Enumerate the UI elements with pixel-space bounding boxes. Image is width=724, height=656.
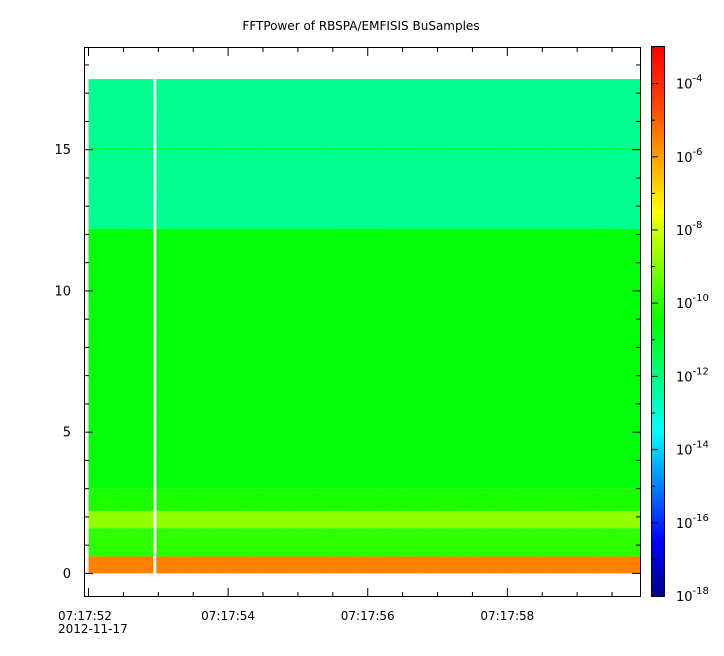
colorbar-tick-base: 10: [676, 590, 693, 605]
x-tick-label: 07:17:58: [480, 609, 534, 623]
colorbar-tick-exponent: -10: [693, 293, 709, 304]
colorbar-tick-label: 10-10: [676, 293, 709, 312]
spectrogram-noise: [88, 79, 641, 574]
plot-area: [88, 79, 645, 574]
colorbar-tick-label: 10-6: [676, 147, 703, 166]
colorbar-tick-base: 10: [676, 151, 693, 166]
data-gap: [153, 79, 157, 574]
x-tick-label: 07:17:56: [341, 609, 395, 623]
colorbar-tick-label: 10-14: [676, 440, 709, 459]
y-tick-label: 10: [54, 284, 71, 299]
colorbar-tick-base: 10: [676, 444, 693, 459]
y-tick-label: 5: [63, 426, 71, 441]
x-tick-label: 07:17:52: [58, 609, 112, 623]
colorbar-tick-exponent: -16: [693, 513, 709, 524]
colorbar-tick-exponent: -12: [693, 366, 709, 377]
colorbar-tick-label: 10-12: [676, 366, 709, 385]
colorbar-tick-exponent: -6: [693, 147, 703, 158]
colorbar-tick-label: 10-8: [676, 220, 703, 239]
data-gap: [641, 79, 645, 574]
x-tick-sublabel: 2012-11-17: [58, 622, 128, 636]
colorbar-tick-label: 10-4: [676, 74, 703, 93]
plot-frame: [84, 47, 641, 597]
colorbar-tick-exponent: -8: [693, 220, 703, 231]
colorbar-tick-base: 10: [676, 297, 693, 312]
colorbar-tick-exponent: -14: [693, 440, 709, 451]
y-tick-label: 0: [63, 567, 71, 582]
colorbar-tick-base: 10: [676, 370, 693, 385]
colorbar-tick-base: 10: [676, 78, 693, 93]
colorbar-gradient: [652, 47, 664, 596]
y-axis: 0 5 10 15: [54, 64, 640, 582]
x-tick-label: 07:17:54: [201, 609, 255, 623]
colorbar-tick-exponent: -18: [693, 586, 709, 597]
colorbar-tick-base: 10: [676, 224, 693, 239]
colorbar-tick-exponent: -4: [693, 74, 703, 85]
chart-title: FFTPower of RBSPA/EMFISIS BuSamples: [242, 19, 479, 33]
colorbar-tick-label: 10-16: [676, 513, 709, 532]
y-tick-label: 15: [54, 143, 71, 158]
colorbar-tick-label: 10-18: [676, 586, 709, 605]
colorbar-tick-base: 10: [676, 517, 693, 532]
